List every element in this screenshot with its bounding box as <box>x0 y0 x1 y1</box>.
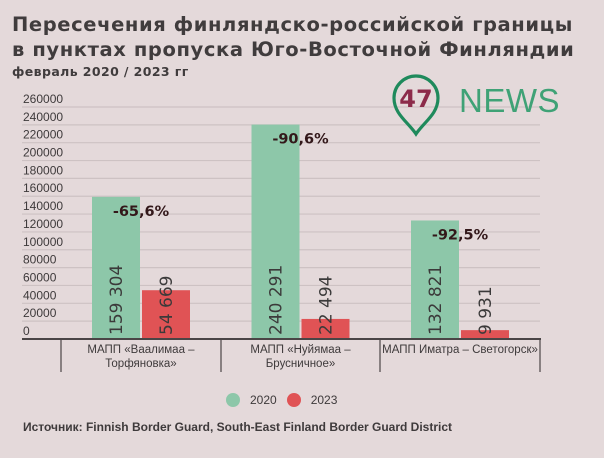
y-tick-label: 260000 <box>23 92 63 106</box>
bar-2023-2 <box>301 318 350 339</box>
y-tick-label: 140000 <box>23 199 63 213</box>
bar-2020-3 <box>411 220 459 339</box>
y-tick-label: 160000 <box>23 181 63 195</box>
bar-2023-1 <box>142 290 190 339</box>
bar-2023-3 <box>461 330 509 339</box>
y-tick-label: 120000 <box>23 217 63 231</box>
category-label: МАПП «Ваалимаа – <box>87 344 195 356</box>
y-tick-label: 240000 <box>23 110 63 124</box>
logo-number: 47 <box>399 85 432 113</box>
chart-subtitle: февраль 2020 / 2023 гг <box>12 64 189 79</box>
data-labels: 159 304 54 669 -65,6% 240 291 22 494 -90,6% 13… <box>107 132 496 335</box>
percent-change-label-2: -90,6% <box>272 132 329 148</box>
y-tick-label: 100000 <box>23 235 63 249</box>
legend-label-2020: 2020 <box>250 393 277 407</box>
value-label-2023-2: 22 494 <box>317 276 337 335</box>
chart-title: Пересечения финляндско-российской границ… <box>12 12 574 62</box>
value-label-2020-3: 132 821 <box>426 265 446 335</box>
y-tick-label: 180000 <box>23 163 63 177</box>
legend-label-2023: 2023 <box>310 393 338 407</box>
chart-title-line-1: Пересечения финляндско-российской границ… <box>12 13 573 36</box>
source-note: Источник: Finnish Border Guard, South-Ea… <box>23 420 453 434</box>
legend-item-2023: 2023 <box>286 393 338 407</box>
y-tick-label: 20000 <box>23 306 57 320</box>
logo-news-text: NEWS <box>459 82 560 119</box>
47news-logo: 47 NEWS <box>386 72 560 144</box>
bar-2020-2 <box>251 124 300 340</box>
bar-2020-1 <box>92 196 140 339</box>
y-tick-label: 80000 <box>23 253 57 267</box>
percent-change-label-3: -92,5% <box>432 227 489 243</box>
legend-swatch-2023 <box>286 393 301 407</box>
value-label-2023-1: 54 669 <box>157 276 177 335</box>
value-label-2020-2: 240 291 <box>267 265 287 335</box>
x-axis: МАПП «Ваалимаа – Торфяновка» МАПП «Нуйямаа… <box>22 338 541 372</box>
map-pin-icon: 47 <box>392 74 440 137</box>
y-tick-label: 40000 <box>23 288 57 302</box>
legend-item-2020: 2020 <box>226 393 277 407</box>
y-tick-label: 0 <box>23 324 30 338</box>
category-label: Торфяновка» <box>105 358 176 370</box>
value-label-2020-1: 159 304 <box>107 265 127 335</box>
category-label: МАПП «Нуйямаа – <box>250 344 351 356</box>
chart-title-line-2: в пунктах пропуска Юго-Восточной Финлянд… <box>12 38 575 61</box>
percent-change-label-1: -65,6% <box>113 204 170 220</box>
value-label-2023-3: 9 931 <box>476 286 496 335</box>
legend: 2020 2023 <box>226 393 347 407</box>
category-label: МАПП Иматра – Светогорск» <box>382 344 538 356</box>
y-tick-label: 60000 <box>23 270 57 284</box>
y-tick-label: 200000 <box>23 146 63 160</box>
y-axis-ticks: 0 20000 40000 60000 80000 100000 120000 140000 1… <box>23 92 63 338</box>
legend-swatch-2020 <box>226 393 240 407</box>
category-label: Брусничное» <box>266 358 336 370</box>
y-tick-label: 220000 <box>23 128 63 142</box>
bars <box>92 124 509 340</box>
